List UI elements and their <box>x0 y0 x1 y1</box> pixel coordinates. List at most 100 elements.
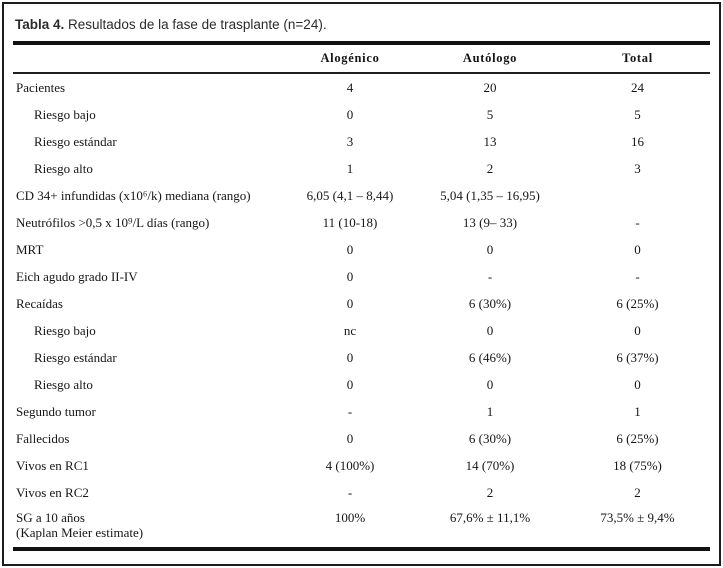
table-row: Vivos en RC1 4 (100%) 14 (70%) 18 (75%) <box>13 452 710 479</box>
row-label: Pacientes <box>16 79 66 95</box>
table-row: Neutrófilos >0,5 x 10⁹/L días (rango) 11 … <box>13 209 710 236</box>
table-row: Riesgo alto 0 0 0 <box>13 371 710 398</box>
row-label: Riesgo estándar <box>34 349 117 365</box>
header-row: Alogénico Autólogo Total <box>13 45 710 74</box>
row-label: MRT <box>16 241 44 257</box>
row-value: 0 <box>486 241 494 257</box>
row-value: 13 <box>483 133 497 149</box>
row-value: 1 <box>486 403 494 419</box>
row-value: 6,05 (4,1 – 8,44) <box>306 187 394 203</box>
title-rule <box>13 41 710 45</box>
row-label: Riesgo alto <box>34 160 93 176</box>
row-label: Eich agudo grado II-IV <box>16 268 138 284</box>
row-value: 1 <box>634 403 641 419</box>
row-label: Riesgo bajo <box>34 322 96 338</box>
row-value: 0 <box>486 376 494 392</box>
row-value: 2 <box>634 484 641 500</box>
row-value: 11 (10-18) <box>322 214 378 230</box>
table-row: Fallecidos 0 6 (30%) 6 (25%) <box>13 425 710 452</box>
row-value: 1 <box>346 160 354 176</box>
row-label: Fallecidos <box>16 430 70 446</box>
row-value: - <box>635 268 640 284</box>
row-value: 2 <box>486 160 494 176</box>
row-label: Neutrófilos >0,5 x 10⁹/L días (rango) <box>16 214 210 230</box>
row-value: nc <box>343 322 357 338</box>
table-row: Riesgo estándar 0 6 (46%) 6 (37%) <box>13 344 710 371</box>
table-title: Tabla 4. Resultados de la fase de traspl… <box>13 4 710 41</box>
row-value: 0 <box>346 376 354 392</box>
row-value: 5,04 (1,35 – 16,95) <box>440 187 540 203</box>
row-value: 0 <box>346 268 354 284</box>
row-value <box>565 182 710 209</box>
table-row: MRT 0 0 0 <box>13 236 710 263</box>
row-value: 5 <box>634 106 641 122</box>
table-body: Pacientes 4 20 24 Riesgo bajo 0 5 5 Riesgo están… <box>13 73 710 547</box>
table-row: Recaídas 0 6 (30%) 6 (25%) <box>13 290 710 317</box>
table-inner: Tabla 4. Resultados de la fase de traspl… <box>4 4 719 551</box>
row-label: SG a 10 años (Kaplan Meier estimate) <box>16 510 144 540</box>
row-value: 0 <box>634 322 641 338</box>
results-table: Alogénico Autólogo Total Pacientes 4 20 24 R… <box>13 45 710 547</box>
row-value: 0 <box>634 376 641 392</box>
row-value: 3 <box>634 160 641 176</box>
row-value: 0 <box>346 241 354 257</box>
header-empty <box>13 45 285 74</box>
row-label: Riesgo alto <box>34 376 93 392</box>
table-row: Riesgo bajo 0 5 5 <box>13 101 710 128</box>
table-row: SG a 10 años (Kaplan Meier estimate) 100% 6… <box>13 506 710 547</box>
table-header: Alogénico Autólogo Total <box>13 45 710 74</box>
row-value: 6 (30%) <box>468 295 512 311</box>
row-label: CD 34+ infundidas (x10⁶/k) mediana (rang… <box>16 187 251 203</box>
bottom-rule <box>13 547 710 551</box>
row-value: 6 (37%) <box>616 349 659 365</box>
row-value: 0 <box>346 430 354 446</box>
row-value: - <box>347 484 353 500</box>
row-label: Recaídas <box>16 295 63 311</box>
row-value: 0 <box>346 295 354 311</box>
table-row: Segundo tumor - 1 1 <box>13 398 710 425</box>
row-value: 5 <box>486 106 494 122</box>
table-row: Vivos en RC2 - 2 2 <box>13 479 710 506</box>
row-value: - <box>347 403 353 419</box>
row-value: 4 (100%) <box>325 457 375 473</box>
row-value: 0 <box>634 241 641 257</box>
row-value: 73,5% ± 9,4% <box>600 510 675 525</box>
row-value: 13 (9– 33) <box>462 214 518 230</box>
row-value: 6 (25%) <box>616 295 659 311</box>
row-value: 2 <box>486 484 494 500</box>
row-value: - <box>487 268 493 284</box>
row-value: 67,6% ± 11,1% <box>449 510 531 525</box>
row-label: Riesgo estándar <box>34 133 117 149</box>
header-total: Total <box>565 45 710 74</box>
table-row: Riesgo estándar 3 13 16 <box>13 128 710 155</box>
row-value: 0 <box>486 322 494 338</box>
row-value: 3 <box>346 133 354 149</box>
row-label: Segundo tumor <box>16 403 96 419</box>
row-value: 24 <box>631 79 644 95</box>
row-value: 0 <box>346 349 354 365</box>
row-value: 4 <box>346 79 354 95</box>
header-autologo: Autólogo <box>415 45 565 74</box>
row-value: 6 (46%) <box>468 349 512 365</box>
table-row: CD 34+ infundidas (x10⁶/k) mediana (rang… <box>13 182 710 209</box>
table-row: Eich agudo grado II-IV 0 - - <box>13 263 710 290</box>
row-value: 14 (70%) <box>465 457 515 473</box>
table-row: Riesgo alto 1 2 3 <box>13 155 710 182</box>
row-value: 6 (25%) <box>616 430 659 446</box>
row-value: 100% <box>334 510 366 525</box>
row-value: 20 <box>483 79 497 95</box>
table-row: Pacientes 4 20 24 <box>13 73 710 101</box>
row-label: Vivos en RC1 <box>16 457 89 473</box>
row-value: 16 <box>631 133 644 149</box>
row-label: Vivos en RC2 <box>16 484 89 500</box>
header-alogenico: Alogénico <box>285 45 415 74</box>
table-row: Riesgo bajo nc 0 0 <box>13 317 710 344</box>
table-title-text: Resultados de la fase de trasplante (n=2… <box>64 17 327 32</box>
row-value: 6 (30%) <box>468 430 512 446</box>
row-label: Riesgo bajo <box>34 106 96 122</box>
row-value: 18 (75%) <box>613 457 662 473</box>
table-title-number: Tabla 4. <box>15 17 65 32</box>
row-value: 0 <box>346 106 354 122</box>
